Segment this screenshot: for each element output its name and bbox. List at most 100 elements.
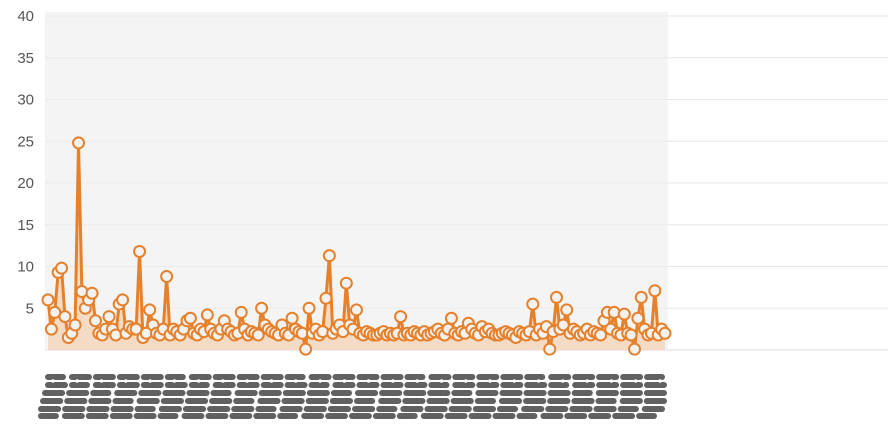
x-tick-label (136, 398, 160, 404)
x-tick-label (424, 406, 448, 412)
x-tick-label (233, 398, 255, 404)
x-tick-label (308, 374, 332, 380)
y-tick-label: 20 (17, 175, 34, 192)
x-tick-label (110, 406, 134, 412)
x-tick-mark (99, 379, 104, 383)
x-tick-label (116, 374, 140, 380)
x-tick-label (500, 374, 524, 380)
x-tick-label (284, 382, 308, 388)
x-tick-label (164, 374, 186, 380)
x-tick-label (45, 374, 66, 380)
data-point (634, 290, 648, 304)
x-tick-label (472, 406, 496, 412)
x-tick-label (62, 406, 86, 412)
data-point (550, 290, 564, 304)
x-tick-mark (658, 379, 662, 383)
data-point (624, 328, 638, 342)
x-tick-label (255, 406, 277, 412)
x-tick-label (403, 390, 427, 396)
x-tick-label (571, 398, 595, 404)
data-point (116, 293, 130, 307)
data-point (183, 311, 197, 325)
x-tick-label (301, 413, 325, 419)
x-tick-label (420, 413, 444, 419)
x-tick-label (451, 390, 473, 396)
x-tick-label (378, 398, 402, 404)
x-tick-label (279, 406, 303, 412)
x-tick-label (306, 390, 330, 396)
data-point (55, 261, 69, 275)
y-tick-label: 40 (17, 8, 34, 25)
x-tick-mark (124, 379, 128, 383)
x-tick-mark (439, 379, 444, 383)
y-tick-label: 15 (17, 217, 34, 234)
x-tick-label (277, 413, 299, 419)
x-tick-label (396, 413, 418, 419)
x-tick-label (40, 398, 64, 404)
x-tick-label (325, 413, 348, 419)
x-tick-label (182, 406, 207, 412)
x-tick-label (564, 413, 588, 419)
data-point (255, 301, 269, 315)
y-tick-label: 5 (26, 300, 34, 317)
x-tick-label (209, 398, 233, 404)
x-tick-label (212, 382, 236, 388)
data-point (648, 284, 662, 298)
x-tick-label (545, 406, 569, 412)
x-tick-label (380, 374, 404, 380)
x-tick-label (260, 374, 284, 380)
x-tick-label (229, 413, 253, 419)
x-tick-mark (75, 379, 80, 383)
data-point (102, 310, 116, 324)
data-point (44, 322, 58, 336)
x-tick-label (332, 382, 356, 388)
x-tick-label (330, 390, 352, 396)
x-tick-label (64, 398, 88, 404)
x-tick-label (588, 413, 612, 419)
x-tick-mark (148, 379, 152, 383)
data-point (41, 293, 55, 307)
x-tick-label (372, 413, 396, 419)
data-point (543, 342, 557, 356)
x-tick-label (572, 374, 596, 380)
x-tick-mark (561, 379, 565, 383)
data-point (627, 342, 641, 356)
x-tick-mark (196, 379, 201, 383)
x-tick-label (548, 374, 572, 380)
x-tick-label (186, 390, 210, 396)
x-tick-label (231, 406, 255, 412)
x-tick-label (109, 413, 133, 419)
x-tick-mark (172, 379, 177, 383)
x-tick-label (134, 406, 156, 412)
x-tick-label (258, 390, 282, 396)
x-tick-label (90, 390, 112, 396)
y-tick-label: 25 (17, 133, 34, 150)
x-tick-label (499, 390, 523, 396)
data-point (251, 328, 265, 342)
data-point (322, 249, 336, 263)
data-point (234, 305, 248, 319)
x-tick-label (476, 382, 500, 388)
x-tick-mark (391, 379, 395, 383)
x-tick-label (356, 382, 380, 388)
x-tick-label (86, 406, 110, 412)
y-tick-label: 10 (17, 259, 34, 276)
x-tick-label (69, 382, 90, 388)
data-point (68, 318, 82, 332)
x-tick-label (521, 406, 545, 412)
x-tick-label (498, 398, 523, 404)
x-tick-label (88, 398, 112, 404)
x-tick-label (474, 398, 496, 404)
data-point (594, 328, 608, 342)
x-tick-label (428, 374, 452, 380)
x-tick-label (140, 382, 164, 388)
data-point (299, 342, 313, 356)
x-tick-mark (269, 379, 274, 383)
x-tick-label (643, 398, 667, 404)
x-tick-label (116, 382, 140, 388)
data-point (617, 307, 631, 321)
x-tick-mark (294, 379, 298, 383)
x-tick-label (112, 398, 134, 404)
x-tick-label (140, 374, 164, 380)
y-tick-label: 35 (17, 50, 34, 67)
